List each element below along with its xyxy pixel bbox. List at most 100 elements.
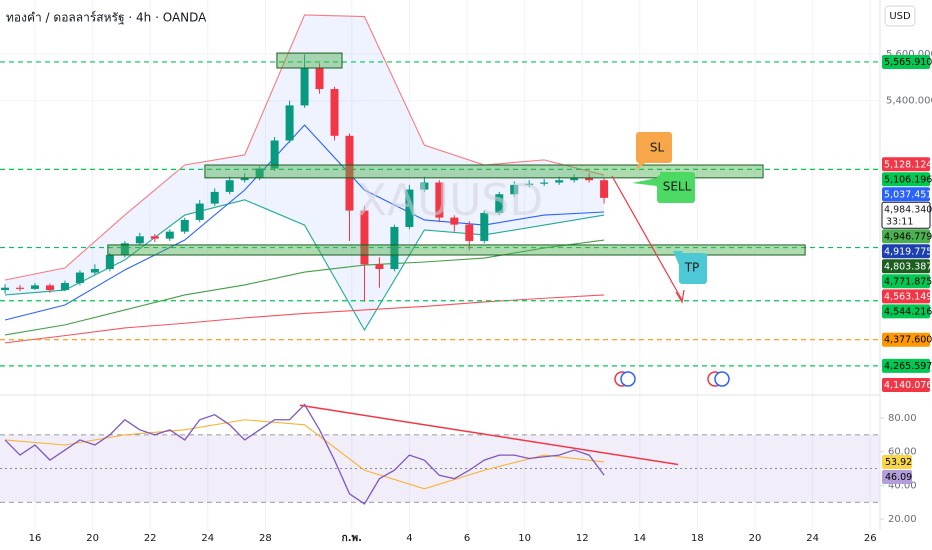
price-tag-label: 4,140.076 (884, 380, 932, 391)
price-tag (882, 358, 930, 373)
sl-label: SL (650, 141, 665, 155)
price-tag (882, 259, 930, 274)
price-tag (882, 229, 930, 244)
candle-body (315, 68, 324, 90)
x-tick-label: 6 (464, 533, 470, 544)
y-tick-label: 60.00 (888, 447, 917, 458)
price-tag-label: 4,563.149 (884, 291, 932, 302)
x-tick-label: 28 (259, 533, 272, 544)
price-tag-label: 4,771.875 (884, 276, 932, 287)
candle-body (270, 140, 279, 169)
zone (107, 244, 806, 256)
tp-shape (673, 251, 707, 284)
candle-body (405, 189, 414, 227)
candle-body (240, 177, 249, 181)
sl-shape (635, 132, 672, 171)
candle-body (135, 236, 144, 244)
rsi-tag (882, 454, 912, 469)
event-icon (714, 371, 730, 387)
candle-body (165, 231, 174, 239)
candle-body (360, 210, 369, 265)
candle-body (435, 182, 444, 218)
candle-body (180, 219, 189, 232)
candle-body (225, 180, 234, 192)
price-tag-label: 5,128.124 (884, 159, 932, 170)
y-tick-label: 20.00 (888, 514, 917, 525)
indicator-line (4, 124, 605, 321)
candle-body (555, 180, 564, 183)
candle-body (465, 224, 474, 241)
price-tag-label: 4,919.775 (884, 246, 932, 257)
x-tick-label: 10 (518, 533, 531, 544)
price-tag-label: 5,565.910 (884, 57, 932, 68)
rsi-tag-label: 46.09 (885, 472, 912, 483)
price-tags: 5,600.000 5,400.000 5,565.910 5,128.124 5,10… (29, 49, 932, 544)
candle-body (585, 177, 594, 181)
price-tag (882, 157, 930, 172)
candle-body (375, 264, 384, 270)
price-tag (882, 172, 930, 187)
indicator-line (4, 199, 605, 332)
candle-body (420, 182, 429, 190)
x-tick-label: 26 (864, 533, 877, 544)
indicator-line (4, 14, 605, 281)
candle-body (570, 177, 579, 181)
candle-body (195, 203, 204, 220)
x-tick-label: 12 (576, 533, 589, 544)
sell-bubble: SELL (632, 172, 695, 203)
candle-body (285, 105, 294, 141)
price-tag (882, 289, 930, 304)
candle-body (90, 269, 99, 273)
rsi-tag-label: 53.92 (885, 457, 912, 468)
candle-body (540, 182, 549, 184)
event-icon (620, 371, 636, 387)
candle-body (105, 254, 114, 270)
y-tick-label: 5,600.000 (886, 49, 932, 60)
candle-body (495, 194, 504, 213)
candle-body (45, 285, 54, 291)
price-tag-label: 5,037.451 (884, 189, 932, 200)
price-tag (882, 332, 930, 347)
candle-body (30, 285, 39, 289)
price-tag (882, 54, 930, 69)
currency-box (884, 5, 916, 27)
price-tag-label: 4,803.387 (884, 261, 932, 272)
x-tick-label: 22 (144, 533, 157, 544)
x-tick-label: 20 (86, 533, 99, 544)
candle-body (120, 243, 129, 255)
candle-body (390, 226, 399, 270)
candle-body (345, 135, 354, 211)
x-tick-label: 16 (29, 533, 42, 544)
band-fill (5, 14, 605, 331)
x-tick-label: 14 (633, 533, 646, 544)
candle-body (255, 168, 264, 178)
y-tick-label: 5,400.000 (886, 96, 932, 107)
candle-body (300, 68, 309, 106)
y-tick-label: 80.00 (888, 413, 917, 424)
candle-body (210, 191, 219, 204)
watermark: XAUUSD (357, 175, 543, 226)
y-tick-label: 40.00 (888, 480, 917, 491)
plot-layer (0, 0, 884, 530)
candle-body (600, 180, 609, 198)
price-tag-label: 4,946.779 (884, 231, 932, 242)
arrow (611, 175, 683, 301)
zone (276, 52, 343, 69)
candle-body (480, 212, 489, 241)
price-tag (882, 304, 930, 319)
trendline (299, 404, 679, 466)
candle-body (150, 236, 159, 239)
rsi-tag (882, 469, 912, 484)
zone (204, 164, 764, 179)
price-tag (881, 201, 931, 229)
event-icons (614, 371, 730, 387)
candle-body (525, 183, 534, 185)
chart-title: ทองคำ / ดอลลาร์สหรัฐ · 4h · OANDA (6, 11, 207, 25)
currency: USD (889, 11, 911, 22)
price-tag (882, 244, 930, 259)
price-tag-label: 4,544.216 (884, 306, 932, 317)
price-tag (882, 378, 930, 392)
candle-body (16, 287, 25, 289)
